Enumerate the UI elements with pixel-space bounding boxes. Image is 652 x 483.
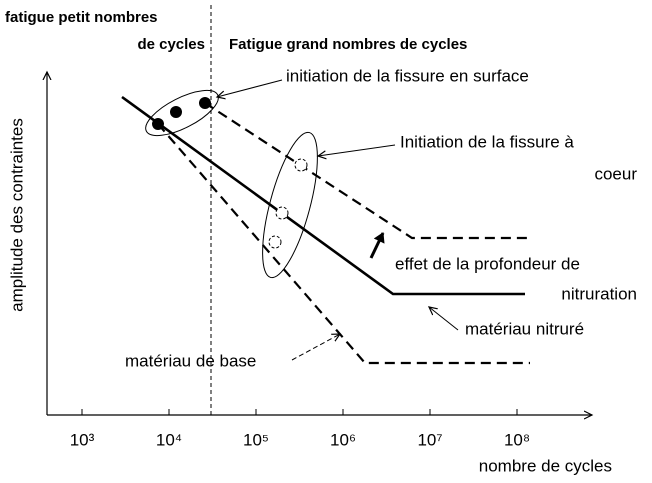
nitrided-curve <box>121 95 525 296</box>
x-axis-label: nombre de cycles <box>479 456 612 475</box>
annotation: matériau nitruré <box>465 319 584 338</box>
y-axis-label: amplitude des contraintes <box>7 118 26 312</box>
core-point <box>275 206 289 220</box>
x-tick-label: 10⁸ <box>504 430 530 449</box>
x-tick-label: 10⁴ <box>156 430 182 449</box>
x-tick-label: 10⁶ <box>330 430 356 449</box>
surface-point <box>199 97 211 109</box>
core-curve <box>204 102 530 240</box>
base-curve <box>157 123 530 365</box>
header-left: de cycles <box>137 36 205 53</box>
x-tick-label: 10⁵ <box>243 430 269 449</box>
surface-ellipse <box>145 89 219 137</box>
annotation: coeur <box>594 164 637 183</box>
surface-point <box>170 106 182 118</box>
x-tick-label: 10⁷ <box>417 430 442 449</box>
annotation-arrow <box>217 79 283 97</box>
annotation: effet de la profondeur de <box>395 254 580 273</box>
core-point <box>268 235 282 249</box>
x-ticks <box>81 409 518 415</box>
annotation: Initiation de la fissure à <box>400 132 574 151</box>
header-right: Fatigue grand nombres de cycles <box>229 36 467 53</box>
header-left: fatigue petit nombres <box>5 9 158 26</box>
x-tick-label: 10³ <box>70 430 95 449</box>
annotation-arrow <box>429 307 459 331</box>
depth-arrow <box>369 232 385 259</box>
annotation-arrow <box>318 144 396 156</box>
surface-point <box>152 118 164 130</box>
annotation: matériau de base <box>125 351 256 370</box>
core-ellipse <box>262 131 318 279</box>
core-point <box>294 158 308 172</box>
annotation-arrow <box>291 334 340 361</box>
annotation: nitruration <box>561 284 637 303</box>
annotation: initiation de la fissure en surface <box>286 66 529 85</box>
